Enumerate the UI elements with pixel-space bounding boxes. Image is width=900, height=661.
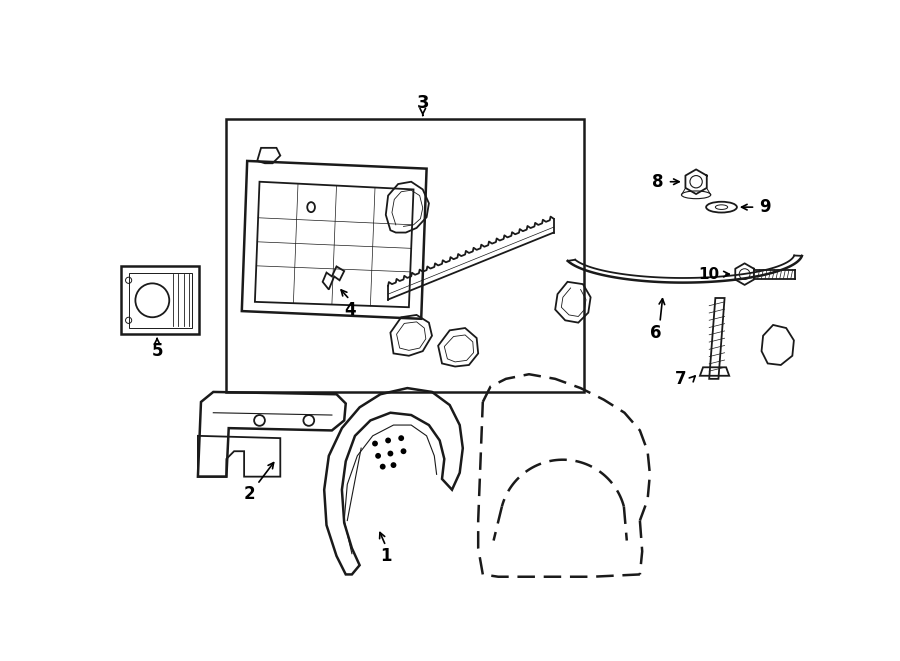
Circle shape xyxy=(380,464,385,469)
Text: 5: 5 xyxy=(151,342,163,360)
Circle shape xyxy=(372,441,378,446)
Circle shape xyxy=(399,435,404,441)
Bar xyxy=(129,272,192,328)
Text: 6: 6 xyxy=(650,324,661,342)
Circle shape xyxy=(400,448,407,454)
Text: 1: 1 xyxy=(380,547,392,565)
Text: 2: 2 xyxy=(244,485,256,503)
Circle shape xyxy=(391,462,396,468)
Circle shape xyxy=(388,451,393,457)
Bar xyxy=(227,118,584,392)
Circle shape xyxy=(385,438,391,444)
Circle shape xyxy=(375,453,381,459)
Text: 3: 3 xyxy=(417,94,429,112)
Text: 7: 7 xyxy=(675,370,687,388)
Text: 8: 8 xyxy=(652,173,663,191)
Text: 10: 10 xyxy=(698,266,720,282)
Text: 9: 9 xyxy=(760,198,771,216)
Text: 4: 4 xyxy=(344,301,356,319)
Bar xyxy=(121,266,200,334)
